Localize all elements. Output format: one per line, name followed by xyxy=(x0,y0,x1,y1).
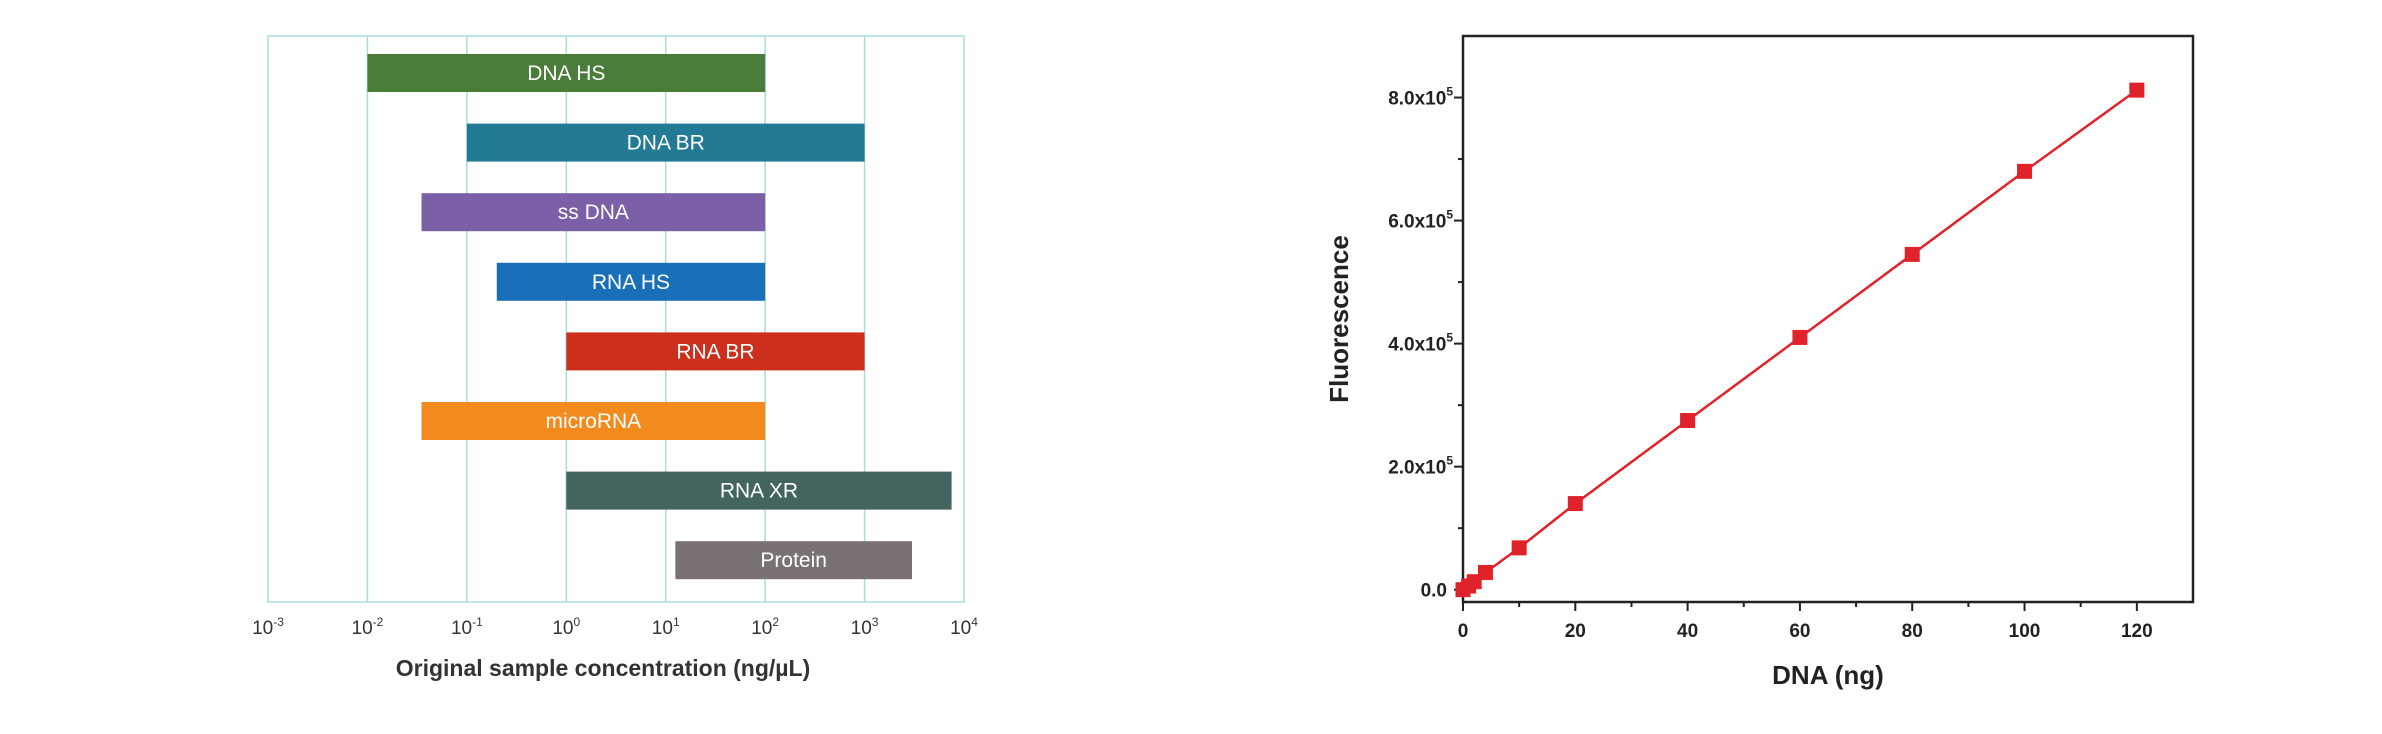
tick-base: 10 xyxy=(552,618,573,639)
bar-label-ss-dna: ss DNA xyxy=(558,201,629,224)
right-x-tick-labels: 0 20 40 60 80 100 120 xyxy=(1458,621,2153,642)
data-point xyxy=(1477,564,1493,580)
tick-base: 10 xyxy=(451,618,472,639)
data-point xyxy=(1680,413,1696,429)
bar-rna-br xyxy=(566,332,865,371)
right-y-tick-label: 6.0x105 xyxy=(1388,208,1453,233)
tick-base: 10 xyxy=(352,618,373,639)
right-x-tick-label: 60 xyxy=(1789,621,1810,642)
tick-base: 10 xyxy=(851,618,872,639)
tick-base: 10 xyxy=(751,618,772,639)
right-x-tick-label: 120 xyxy=(2121,621,2153,642)
right-x-axis-title: DNA (ng) xyxy=(1772,660,1884,690)
right-x-tick-label: 80 xyxy=(1902,621,1923,642)
fluorescence-chart: 0 20 40 60 80 100 120 0.02.0x1054.0x1056.0x105… xyxy=(1324,34,2195,690)
right-y-tick-label: 0.0 xyxy=(1421,581,1447,602)
y-tick-mantissa: 4.0x10 xyxy=(1388,335,1446,356)
tick-exponent: -1 xyxy=(472,615,483,629)
left-x-tick-label: 10-1 xyxy=(451,615,483,639)
data-point xyxy=(1567,496,1583,512)
left-x-axis-title: Original sample concentration (ng/µL) xyxy=(396,655,811,681)
tick-exponent: 4 xyxy=(971,615,978,629)
right-y-axis-title: Fluorescence xyxy=(1324,235,1354,403)
tick-base: 10 xyxy=(252,618,273,639)
left-x-tick-label: 102 xyxy=(751,615,779,639)
y-tick-mantissa: 8.0x10 xyxy=(1388,89,1446,110)
bar-rna-xr xyxy=(566,471,952,510)
right-x-tick-label: 0 xyxy=(1458,621,1469,642)
tick-exponent: 3 xyxy=(872,615,879,629)
right-axis-ticks xyxy=(1454,96,2138,611)
bar-label-rna-hs: RNA HS xyxy=(592,271,670,294)
tick-base: 10 xyxy=(652,618,673,639)
left-x-tick-label: 100 xyxy=(552,615,580,639)
data-point xyxy=(1455,582,1471,598)
data-point xyxy=(2129,82,2145,98)
y-tick-exponent: 5 xyxy=(1446,85,1453,99)
y-tick-exponent: 5 xyxy=(1446,331,1453,345)
tick-exponent: -2 xyxy=(373,615,384,629)
data-point xyxy=(2017,163,2033,179)
bar-label-microrna: microRNA xyxy=(545,410,641,433)
right-x-tick-label: 100 xyxy=(2009,621,2041,642)
assay-range-chart: DNA HS DNA BR ss DNA RNA HS RNA BR microRNA RN… xyxy=(252,35,978,681)
tick-exponent: 1 xyxy=(673,615,680,629)
left-x-tick-label: 103 xyxy=(851,615,879,639)
right-y-tick-label: 2.0x105 xyxy=(1388,454,1453,479)
right-x-tick-label: 20 xyxy=(1565,621,1586,642)
bar-label-rna-br: RNA BR xyxy=(676,340,754,363)
data-point xyxy=(1792,329,1808,345)
left-x-tick-label: 10-2 xyxy=(352,615,384,639)
range-bars: DNA HS DNA BR ss DNA RNA HS RNA BR microRNA RN… xyxy=(367,54,952,580)
tick-exponent: 0 xyxy=(574,615,581,629)
data-point xyxy=(1904,246,1920,262)
left-x-tick-label: 10-3 xyxy=(252,615,284,639)
left-gridlines xyxy=(366,36,866,602)
bar-rna-hs xyxy=(496,262,766,301)
bar-dna-br xyxy=(466,123,865,162)
left-plot-frame xyxy=(267,35,965,603)
bar-label-protein: Protein xyxy=(760,549,827,572)
right-plot-frame xyxy=(1461,34,2195,604)
tick-base: 10 xyxy=(950,618,971,639)
y-tick-mantissa: 2.0x10 xyxy=(1388,458,1446,479)
left-x-tick-labels: 10-3 10-2 10-1 100 101 102 103 104 xyxy=(252,615,978,639)
right-y-tick-label: 8.0x105 xyxy=(1388,85,1453,110)
y-tick-exponent: 5 xyxy=(1446,454,1453,468)
data-point xyxy=(1511,540,1527,556)
y-tick-exponent: 5 xyxy=(1446,208,1453,222)
bar-dna-hs xyxy=(367,54,766,92)
tick-exponent: -3 xyxy=(273,615,284,629)
bar-microrna xyxy=(421,402,766,440)
bar-label-dna-br: DNA BR xyxy=(627,132,705,155)
right-y-tick-label: 4.0x105 xyxy=(1388,331,1453,356)
tick-exponent: 2 xyxy=(772,615,779,629)
left-x-tick-label: 101 xyxy=(652,615,680,639)
bar-label-rna-xr: RNA XR xyxy=(720,480,798,503)
fluorescence-points xyxy=(1455,82,2145,598)
bar-label-dna-hs: DNA HS xyxy=(527,62,605,85)
left-x-tick-label: 104 xyxy=(950,615,978,639)
y-tick-mantissa: 0.0 xyxy=(1421,581,1447,602)
right-x-tick-label: 40 xyxy=(1677,621,1698,642)
bar-protein xyxy=(675,541,913,580)
bar-ss-dna xyxy=(421,193,766,232)
y-tick-mantissa: 6.0x10 xyxy=(1388,212,1446,233)
